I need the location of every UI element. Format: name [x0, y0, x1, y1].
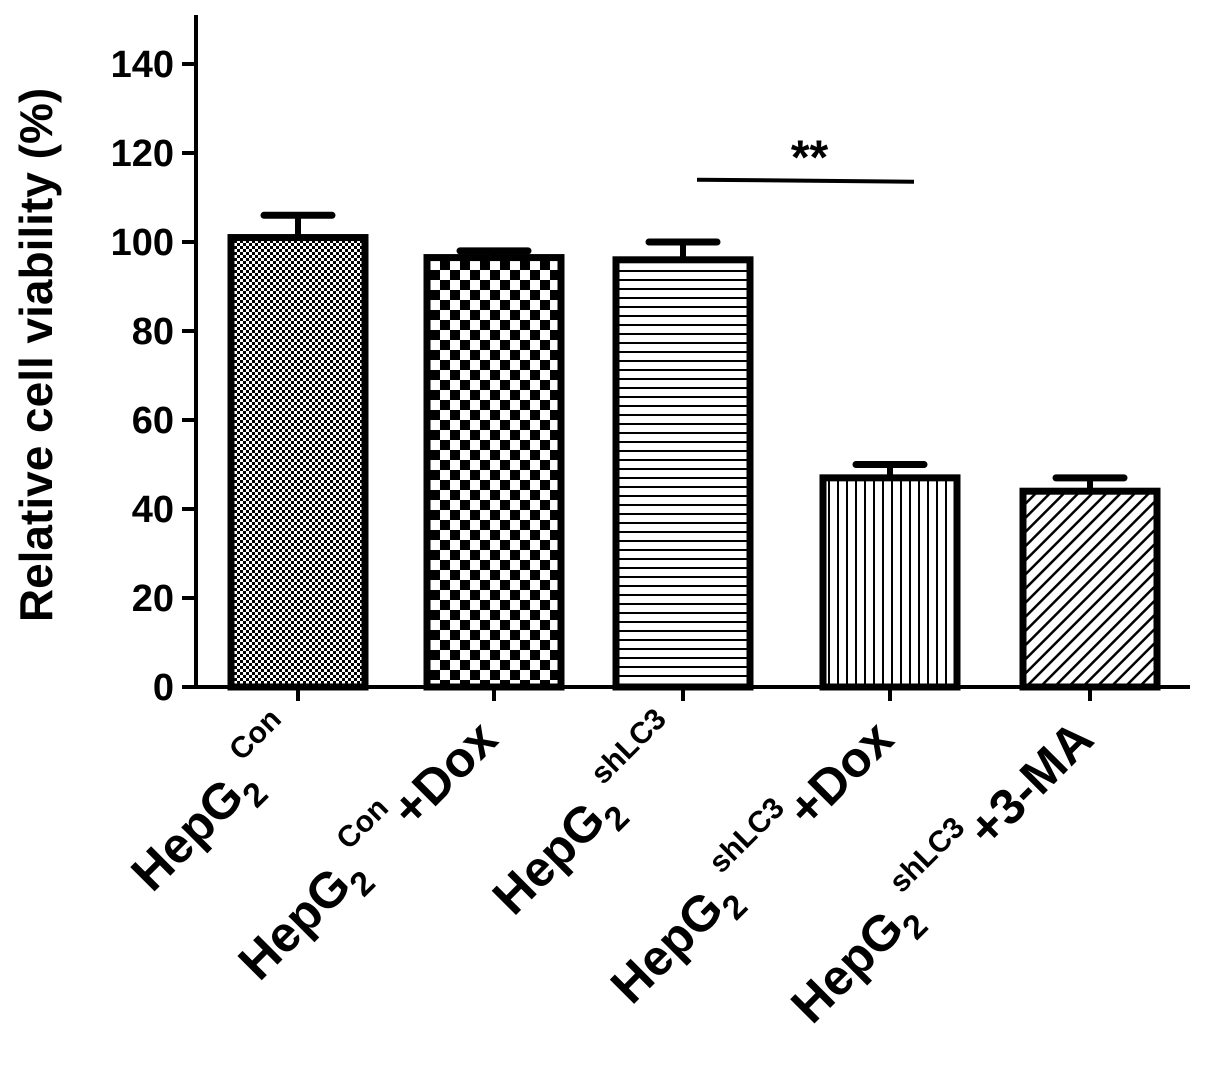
- x-tick-label: HepG2Con: [113, 702, 320, 909]
- x-label-suffix: +Dox: [777, 710, 904, 837]
- x-label-superscript: shLC3: [585, 702, 673, 790]
- significance-line: [696, 177, 915, 184]
- y-tick-label: 0: [153, 667, 174, 709]
- y-tick-label: 140: [111, 44, 174, 86]
- bars: [227, 211, 1161, 691]
- bar: [1019, 487, 1161, 691]
- x-label-base: HepG: [228, 856, 362, 990]
- x-label-base: HepG: [600, 880, 734, 1014]
- y-tick-label: 120: [111, 133, 174, 175]
- x-label-suffix: +Dox: [381, 710, 508, 837]
- bar: [227, 234, 369, 691]
- y-axis: 0 20 40 60 80 100 120 140: [111, 15, 198, 709]
- x-label-superscript: shLC3: [703, 791, 791, 879]
- x-label-base: HepG: [482, 791, 616, 925]
- bar: [612, 256, 754, 691]
- y-tick-label: 80: [132, 311, 174, 353]
- x-label-superscript: shLC3: [883, 811, 971, 899]
- x-label-base: HepG: [120, 768, 254, 902]
- x-tick-label: HepG2shLC3: [474, 702, 704, 932]
- y-tick-label: 60: [132, 400, 174, 442]
- bar: [819, 474, 961, 691]
- y-axis-label: Relative cell viability (%): [10, 88, 62, 622]
- x-label-suffix: +3-MA: [957, 710, 1104, 857]
- x-label-superscript: Con: [223, 702, 288, 767]
- x-axis: HepG2ConHepG2Con+DoxHepG2shLC3HepG2shLC3…: [113, 685, 1190, 1034]
- significance-label: **: [791, 132, 829, 185]
- y-tick-label: 40: [132, 489, 174, 531]
- significance-annotation: **: [696, 132, 915, 185]
- x-label-base: HepG: [780, 900, 914, 1034]
- y-tick-label: 100: [111, 222, 174, 264]
- bar: [423, 254, 565, 691]
- y-tick-label: 20: [132, 578, 174, 620]
